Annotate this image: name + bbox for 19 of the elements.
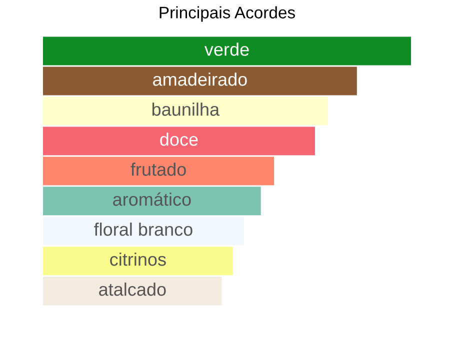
bar bbox=[43, 156, 274, 186]
bar bbox=[43, 96, 328, 126]
bar bbox=[43, 126, 315, 156]
bar bbox=[43, 186, 261, 216]
y-tick-label: amadeirado bbox=[153, 72, 247, 86]
y-tick-label: frutado bbox=[130, 162, 186, 176]
bar bbox=[43, 246, 233, 276]
bar bbox=[43, 216, 244, 246]
y-tick-label: baunilha bbox=[152, 102, 220, 116]
bar bbox=[43, 66, 357, 96]
y-tick-label: floral branco bbox=[94, 222, 192, 236]
y-tick-label: citrinos bbox=[110, 252, 166, 266]
y-tick-label: atalcado bbox=[99, 282, 166, 296]
bar bbox=[43, 36, 411, 66]
y-tick-label: aromático bbox=[113, 192, 191, 206]
chart-title: Principais Acordes bbox=[160, 6, 295, 22]
y-tick-label: doce bbox=[160, 132, 198, 146]
y-tick-label: verde bbox=[204, 42, 249, 56]
bar bbox=[43, 276, 222, 306]
